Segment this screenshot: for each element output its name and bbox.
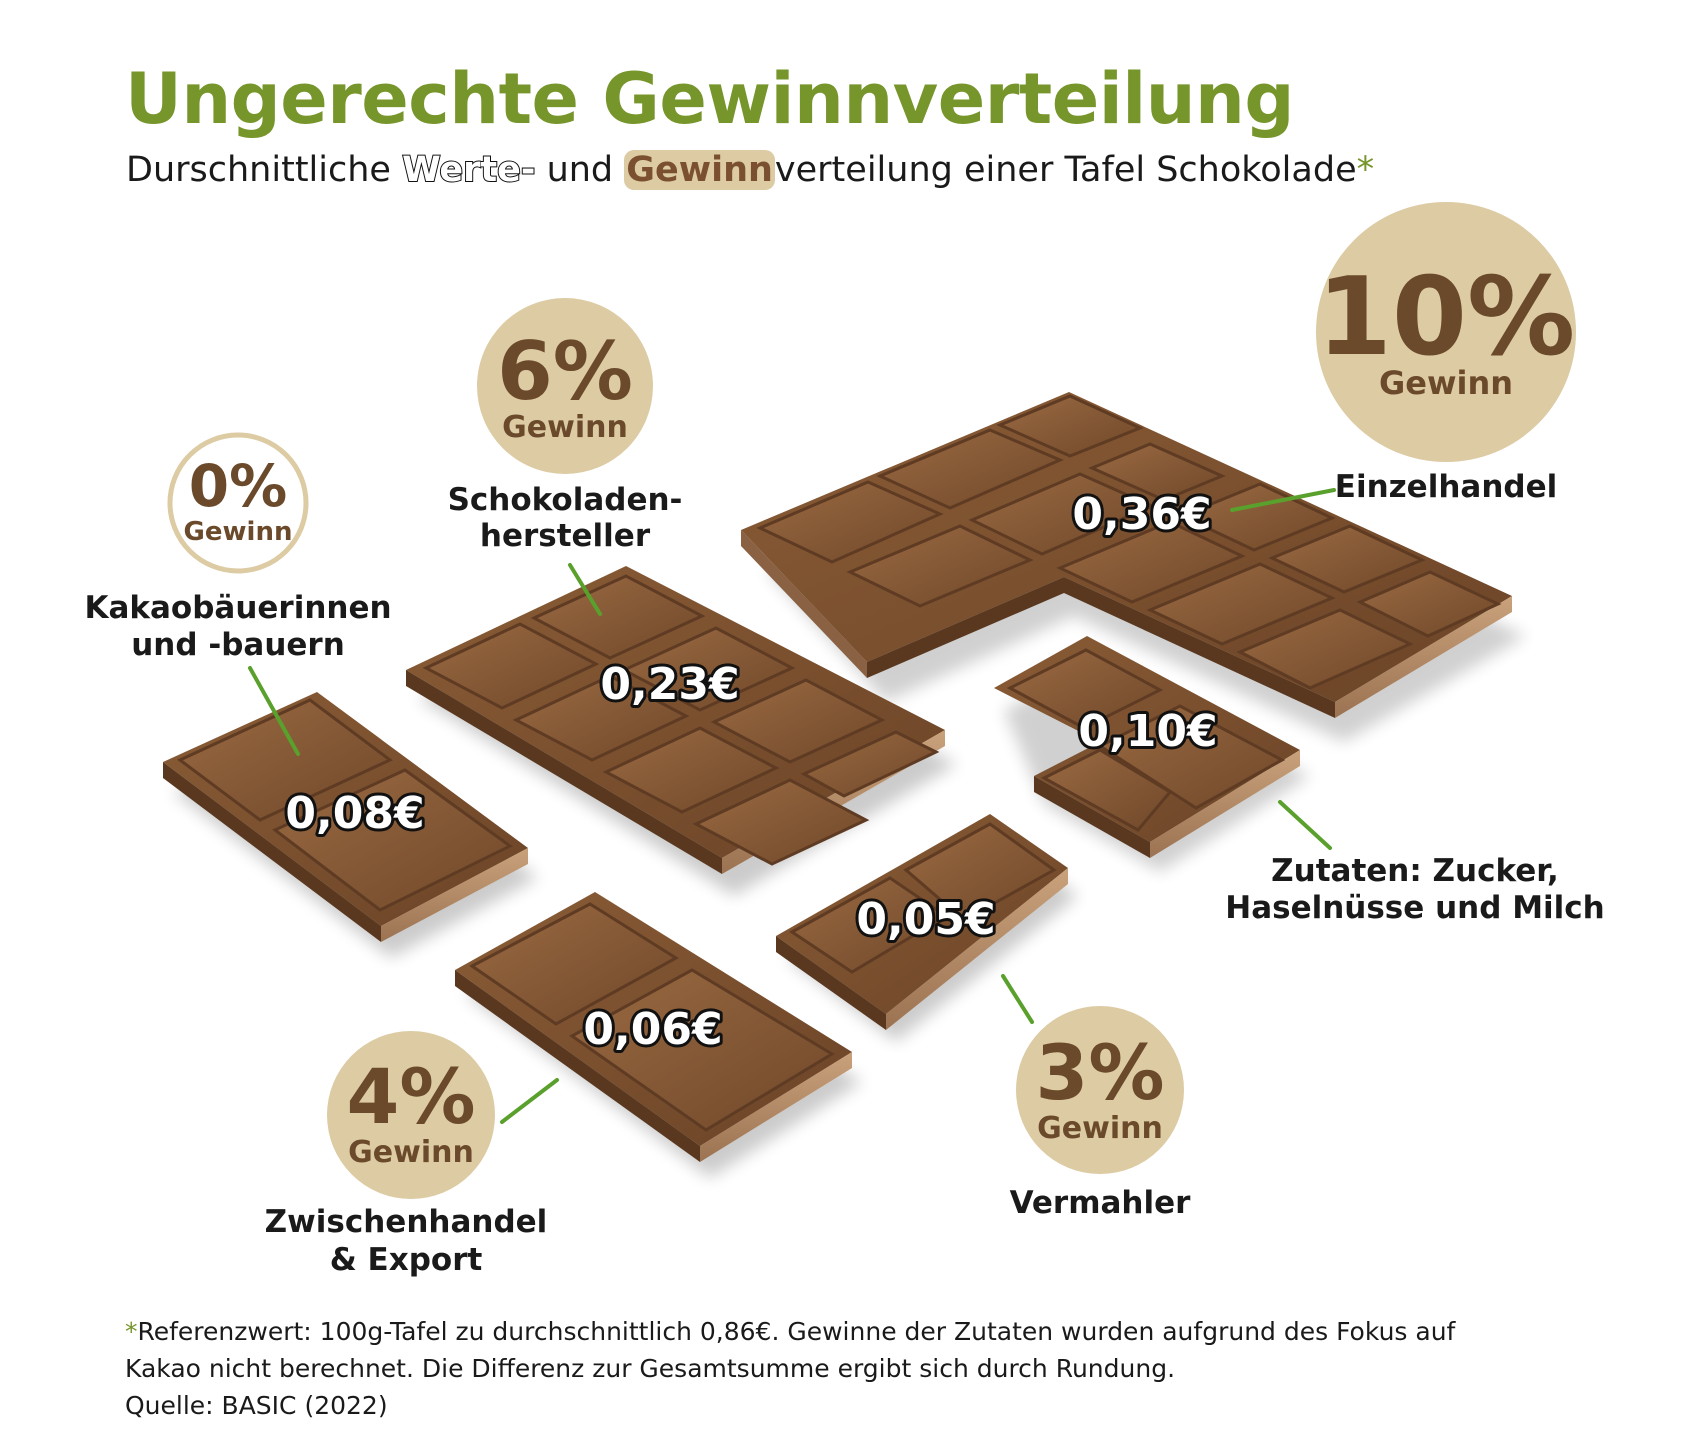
profit-badge-vermahler: 3% Gewinn — [1016, 1006, 1184, 1174]
profit-pct: 10% — [1317, 255, 1576, 380]
leader-line-kakao — [248, 666, 300, 756]
profit-badge-einzelhandel: 10% Gewinn — [1316, 202, 1576, 462]
footnote: *Referenzwert: 100g-Tafel zu durchschnit… — [125, 1313, 1605, 1424]
bar-kakao — [163, 692, 538, 958]
price-zutaten: 0,10€ — [1078, 706, 1217, 757]
profit-badge-kakao: 0% Gewinn — [167, 432, 309, 574]
leader-line-vermahler — [1001, 974, 1034, 1024]
profit-pct: 3% — [1035, 1028, 1164, 1117]
footnote-text-1: Referenzwert: 100g-Tafel zu durchschnitt… — [137, 1317, 1456, 1346]
subtitle-asterisk: * — [1356, 150, 1375, 190]
page-subtitle: Durschnittliche Werte- und Gewinnverteil… — [126, 149, 1375, 191]
profit-label: Gewinn — [502, 410, 628, 445]
leader-line-hersteller — [568, 563, 602, 616]
profit-pct: 4% — [346, 1052, 475, 1141]
label-hersteller-line1: Schokoladen- — [448, 482, 683, 518]
bar-zwischenhandel — [455, 892, 862, 1178]
price-einzelhandel: 0,36€ — [1072, 489, 1211, 540]
subtitle-prefix: Durschnittliche — [126, 150, 403, 190]
profit-label: Gewinn — [184, 517, 293, 547]
leader-line-einzelhandel — [1230, 488, 1336, 512]
profit-badge-zwischenhandel: 4% Gewinn — [327, 1031, 495, 1199]
subtitle-gewinn-highlight: Gewinn — [624, 150, 775, 190]
label-zutaten-line1: Zutaten: Zucker, — [1271, 853, 1559, 889]
price-kakao: 0,08€ — [285, 788, 424, 839]
bar-vermahler — [776, 814, 1078, 1042]
label-zwischenhandel-line2: & Export — [330, 1242, 483, 1278]
profit-badge-hersteller: 6% Gewinn — [477, 298, 653, 474]
label-hersteller-line2: hersteller — [480, 518, 651, 554]
profit-label: Gewinn — [1379, 364, 1513, 402]
profit-label: Gewinn — [348, 1135, 474, 1170]
bar-hersteller — [406, 566, 957, 896]
label-einzelhandel: Einzelhandel — [1335, 469, 1557, 505]
leader-line-zutaten — [1278, 800, 1332, 850]
footnote-line2: Kakao nicht berechnet. Die Differenz zur… — [125, 1354, 1176, 1383]
price-vermahler: 0,05€ — [856, 894, 995, 945]
price-zwischenhandel: 0,06€ — [583, 1004, 722, 1055]
leader-lines — [248, 488, 1336, 1124]
label-kakao-line2: und -bauern — [131, 627, 345, 663]
footnote-asterisk: * — [125, 1317, 138, 1346]
subtitle-suffix: verteilung einer Tafel Schokolade — [774, 150, 1357, 190]
label-zutaten-line2: Haselnüsse und Milch — [1225, 890, 1605, 926]
price-hersteller: 0,23€ — [600, 659, 739, 710]
label-vermahler: Vermahler — [1010, 1185, 1192, 1221]
footnote-source: Quelle: BASIC (2022) — [125, 1391, 388, 1420]
leader-line-zwischenhandel — [500, 1078, 559, 1124]
bar-einzelhandel — [741, 392, 1526, 742]
profit-label: Gewinn — [1037, 1111, 1163, 1146]
page-title: Ungerechte Gewinnverteilung — [125, 58, 1294, 140]
bar-zutaten — [994, 636, 1310, 872]
footnote-line1: *Referenzwert: 100g-Tafel zu durchschnit… — [125, 1313, 1605, 1350]
label-kakao-line1: Kakaobäuerinnen — [84, 590, 391, 626]
label-zwischenhandel-line1: Zwischenhandel — [265, 1204, 548, 1240]
subtitle-middle: und — [535, 150, 625, 190]
profit-pct: 0% — [189, 452, 287, 520]
subtitle-werte-highlight: Werte- — [401, 149, 536, 191]
profit-pct: 6% — [497, 325, 633, 418]
